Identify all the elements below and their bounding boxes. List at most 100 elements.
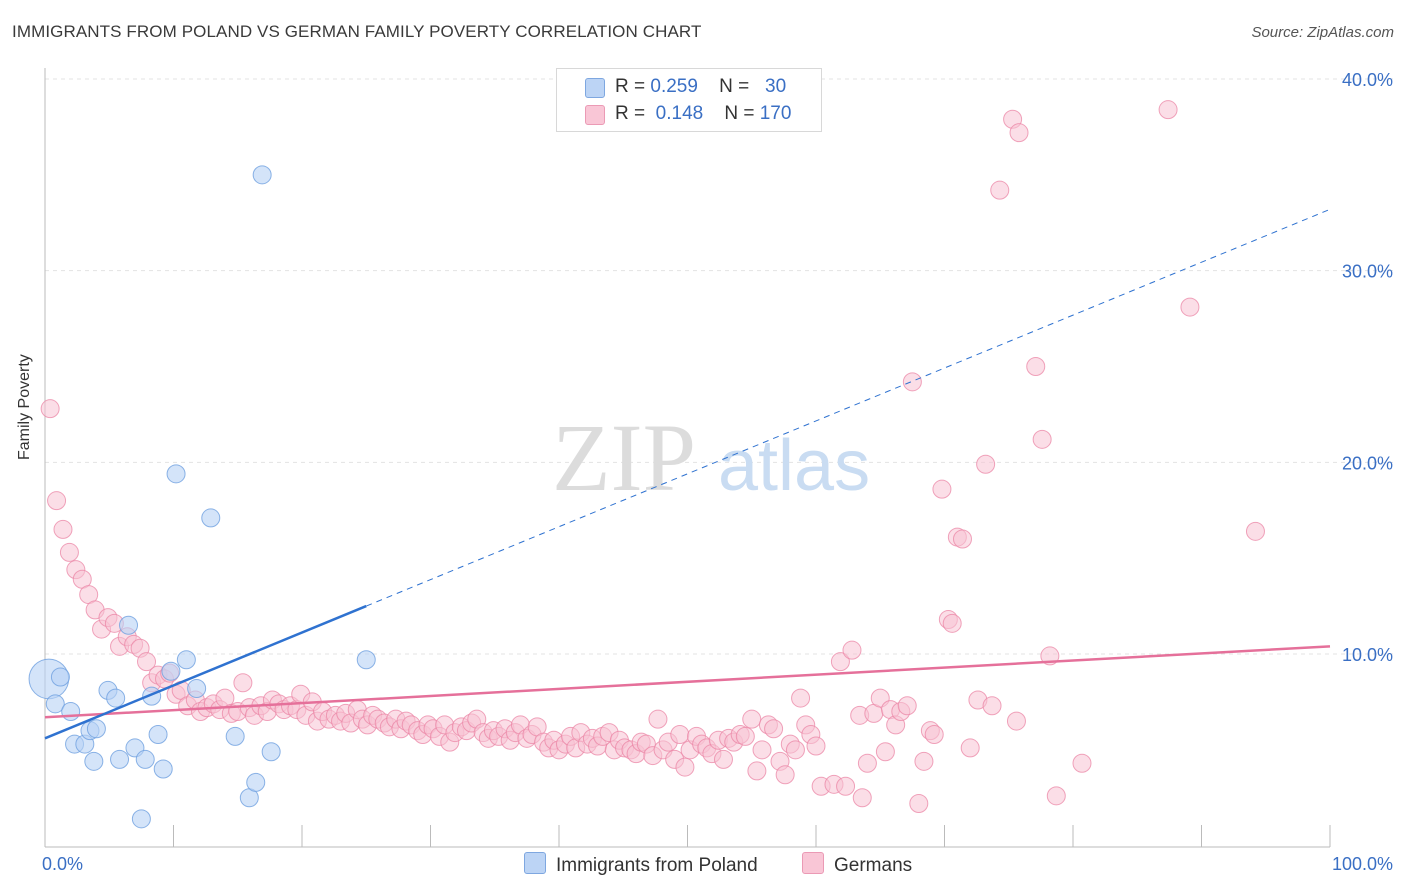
germans-point: [932, 479, 952, 499]
germans-point: [1180, 297, 1200, 317]
germans-point: [1009, 123, 1029, 143]
axes: [44, 68, 1331, 848]
y-tick-label: 20.0%: [1342, 453, 1393, 473]
germans-point: [952, 529, 972, 549]
watermark-zip: ZIP: [552, 404, 696, 511]
trendlines: [44, 208, 1331, 740]
germans-point: [836, 776, 856, 796]
poland-point: [201, 508, 221, 528]
germans-point: [233, 673, 253, 693]
germans-point: [1158, 100, 1178, 120]
poland-point: [106, 688, 126, 708]
poland-point: [135, 749, 155, 769]
poland-point: [166, 464, 186, 484]
germans-point: [735, 726, 755, 746]
germans-point: [875, 742, 895, 762]
germans-point: [764, 719, 784, 739]
germans-point: [137, 652, 157, 672]
legend-n-label: N =: [719, 76, 750, 97]
germans-point: [1072, 753, 1092, 773]
legend-r-value-germans: 0.148: [655, 103, 704, 124]
germans-point: [785, 740, 805, 760]
legend-n-label: N =: [724, 103, 755, 124]
germans-point: [942, 613, 962, 633]
germans-point: [982, 696, 1002, 716]
bottom-legend-swatch-germans: [802, 852, 824, 874]
legend-n-value-germans: 170: [759, 103, 792, 124]
bottom-legend-poland: Immigrants from Poland: [524, 852, 758, 877]
germans-point: [909, 794, 929, 813]
y-tick-label: 40.0%: [1342, 70, 1393, 90]
poland-point: [252, 165, 272, 185]
legend-r-value-poland: 0.259: [650, 76, 698, 97]
watermark: ZIP atlas: [552, 404, 870, 511]
bottom-legend-swatch-poland: [524, 852, 546, 874]
poland-point: [176, 650, 196, 670]
x-tick-label-min: 0.0%: [42, 854, 83, 874]
y-tick-label: 30.0%: [1342, 262, 1393, 282]
germans-point: [791, 688, 811, 708]
germans-point: [675, 757, 695, 777]
poland-trendline-dashed: [366, 208, 1331, 607]
poland-point: [153, 759, 173, 779]
poland-point: [110, 749, 130, 769]
germans-point: [775, 765, 795, 785]
y-tick-label: 10.0%: [1342, 645, 1393, 665]
poland-trendline-solid: [44, 604, 367, 740]
germans-point: [752, 740, 772, 760]
germans-point: [59, 542, 79, 562]
germans-point: [1032, 429, 1052, 449]
grid: [45, 78, 1393, 655]
germans-point: [842, 640, 862, 660]
germans-point: [902, 372, 922, 392]
bottom-legend-germans: Germans: [802, 852, 912, 877]
watermark-atlas: atlas: [718, 426, 870, 506]
legend-r-label: R =: [615, 76, 646, 97]
germans-point: [1245, 521, 1265, 541]
germans-point: [806, 736, 826, 756]
germans-point: [960, 738, 980, 758]
germans-point: [924, 725, 944, 744]
germans-point: [897, 696, 917, 716]
poland-point: [161, 661, 181, 681]
tick-labels: 10.0% 20.0% 30.0% 40.0% 0.0% 100.0%: [42, 70, 1393, 874]
germans-point: [830, 652, 850, 672]
legend-swatch-germans: [585, 105, 605, 125]
poland-points: [28, 165, 376, 829]
poland-point: [187, 679, 207, 698]
germans-point: [914, 751, 934, 771]
germans-point: [852, 788, 872, 808]
germans-point: [40, 399, 60, 419]
bottom-legend-label-germans: Germans: [834, 855, 913, 876]
legend-swatch-poland: [585, 78, 605, 98]
bottom-legend-label-poland: Immigrants from Poland: [556, 855, 758, 876]
poland-point: [261, 742, 281, 762]
legend-r-label: R =: [615, 103, 646, 124]
x-tick-label-max: 100.0%: [1332, 854, 1393, 874]
chart-title: IMMIGRANTS FROM POLAND VS GERMAN FAMILY …: [12, 22, 702, 41]
germans-point: [742, 709, 762, 729]
germans-point: [1026, 357, 1046, 376]
germans-point: [648, 709, 668, 729]
poland-point: [246, 772, 266, 792]
source-label: Source: ZipAtlas.com: [1251, 24, 1394, 41]
poland-point: [356, 650, 376, 670]
germans-point: [1046, 786, 1066, 806]
poland-point: [225, 726, 245, 746]
germans-point: [976, 454, 996, 474]
germans-point: [713, 749, 733, 769]
poland-point: [131, 809, 151, 829]
poland-point: [119, 615, 139, 635]
stats-legend: R = 0.259 N = 30 R = 0.148 N = 170: [556, 68, 822, 132]
poland-point: [61, 702, 81, 721]
poland-point: [86, 719, 106, 739]
germans-point: [747, 761, 767, 781]
poland-point: [148, 725, 168, 744]
legend-n-value-poland: 30: [765, 76, 787, 97]
germans-point: [990, 180, 1010, 200]
germans-point: [1006, 711, 1026, 731]
germans-point: [670, 725, 690, 744]
poland-point: [50, 667, 70, 687]
germans-point: [53, 519, 73, 539]
